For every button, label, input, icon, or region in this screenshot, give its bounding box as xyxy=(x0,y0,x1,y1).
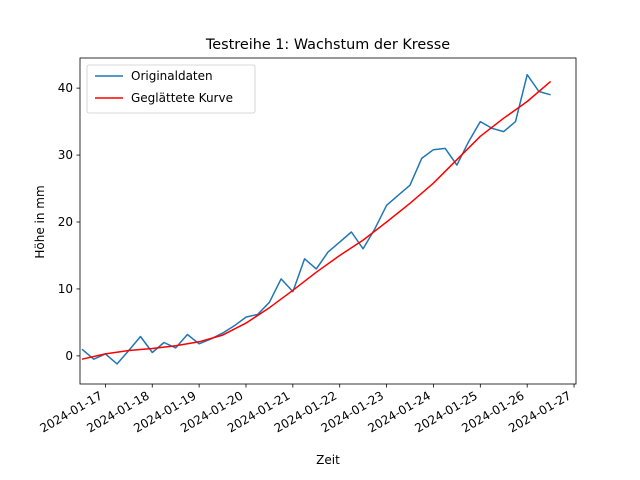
y-tick-label: 0 xyxy=(65,349,73,363)
y-tick-label: 10 xyxy=(58,282,73,296)
y-tick-label: 30 xyxy=(58,148,73,162)
legend-box xyxy=(86,64,256,114)
legend-label-smoothed: Geglättete Kurve xyxy=(131,91,233,105)
y-tick-label: 20 xyxy=(58,215,73,229)
series-line-smoothed xyxy=(81,80,552,360)
y-axis-title: Höhe in mm xyxy=(33,185,47,258)
plot-area xyxy=(81,73,552,365)
y-tick-label: 40 xyxy=(58,81,73,95)
axes-frame xyxy=(79,57,577,385)
legend: Originaldaten Geglättete Kurve xyxy=(86,64,256,114)
legend-label-original: Originaldaten xyxy=(131,69,213,83)
series-line-original xyxy=(81,73,551,365)
x-axis-title: Zeit xyxy=(316,453,340,467)
chart-title: Testreihe 1: Wachstum der Kresse xyxy=(205,37,450,53)
